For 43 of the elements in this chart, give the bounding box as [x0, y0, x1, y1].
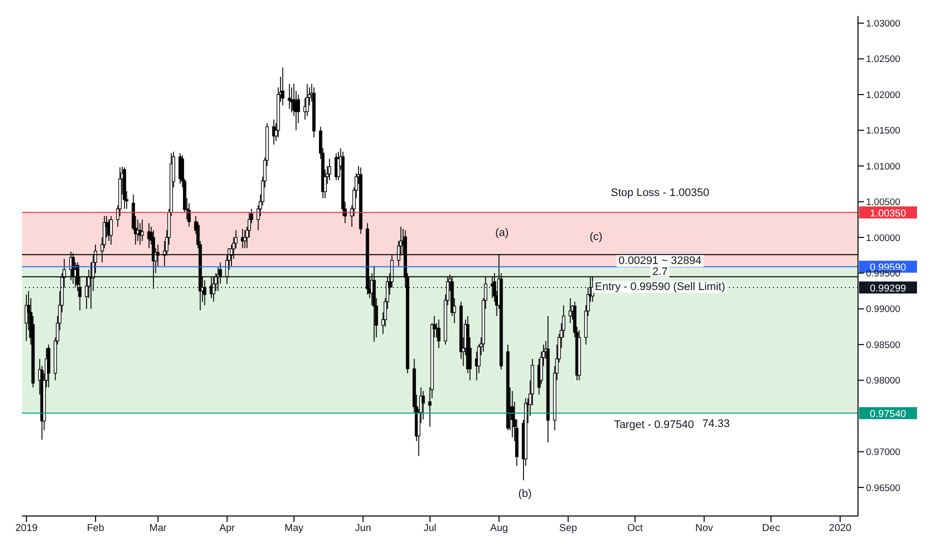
y-tick-label: 0.98000	[866, 376, 900, 387]
annotation: (b)	[518, 488, 532, 500]
x-tick-label: Aug	[490, 523, 508, 534]
x-tick-label: Jul	[424, 523, 436, 534]
x-tick-label: May	[284, 523, 304, 534]
x-tick-label: Mar	[149, 523, 168, 534]
y-tick-label: 1.01000	[866, 161, 900, 172]
x-tick-label: 2020	[829, 523, 852, 534]
x-tick-label: Nov	[695, 523, 714, 534]
candlestick	[109, 216, 113, 246]
y-tick-label: 0.96500	[866, 482, 900, 494]
x-tick-label: Oct	[627, 523, 644, 534]
candlestick	[203, 280, 206, 306]
candlestick	[140, 219, 144, 242]
x-tick-label: Sep	[559, 523, 578, 534]
x-tick-label: Jun	[355, 523, 372, 534]
x-tick-label: Apr	[219, 523, 236, 534]
y-tick-label: 1.00000	[866, 232, 900, 244]
ref-line-label: 1.00350	[870, 208, 907, 220]
y-tick-label: 1.01500	[866, 126, 900, 137]
x-tick-label: 2019	[15, 523, 38, 534]
y-tick-label: 0.98500	[866, 340, 900, 351]
y-tick-label: 1.02500	[866, 54, 900, 66]
ref-line-label: 0.97540	[870, 409, 907, 420]
annotation: 2.7	[650, 266, 670, 278]
annotation: (c)	[590, 231, 602, 243]
annotation: Entry - 0.99590 (Sell Limit)	[592, 281, 728, 293]
ref-line-label: 0.99299	[870, 284, 907, 294]
annotation: Target - 0.97540	[612, 419, 696, 431]
candlestick	[243, 230, 246, 249]
candlestick	[306, 83, 309, 116]
annotation: 74.33	[700, 418, 732, 430]
y-tick-label: 0.99000	[866, 304, 900, 316]
x-tick-label: Dec	[762, 523, 780, 534]
annotation: (a)	[495, 227, 509, 239]
y-tick-label: 1.00500	[866, 197, 900, 208]
y-tick-label: 1.02000	[866, 90, 900, 101]
y-tick-label: 1.03000	[866, 18, 900, 30]
y-tick-label: 0.97000	[866, 447, 900, 458]
annotation: 0.00291 ~ 32894	[616, 255, 704, 267]
candlestick	[422, 390, 425, 420]
annotation: Stop Loss - 1.00350	[608, 187, 712, 199]
x-tick-label: Feb	[86, 523, 105, 534]
